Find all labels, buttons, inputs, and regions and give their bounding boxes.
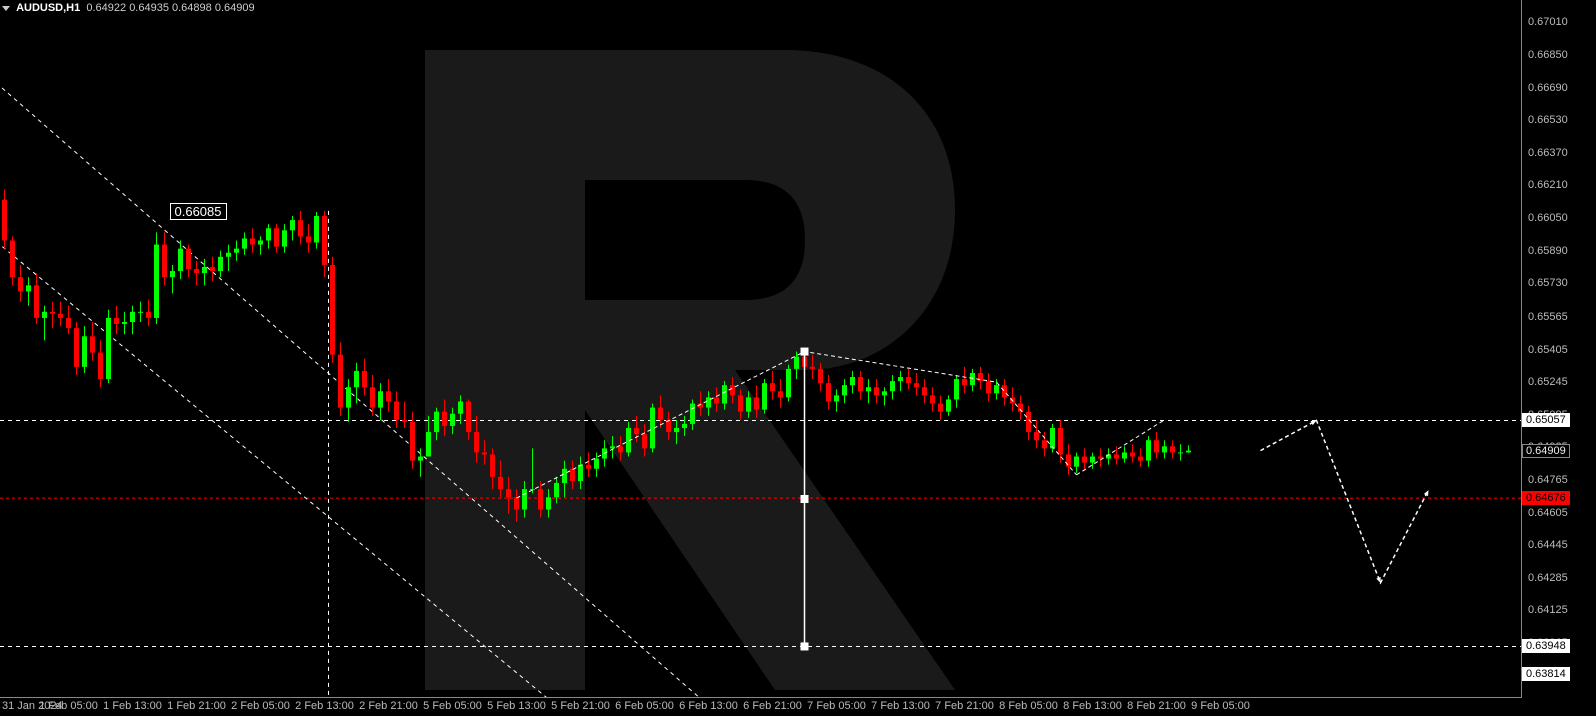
candles-layer	[0, 0, 1521, 697]
symbol-label: AUDUSD,H1	[16, 2, 80, 14]
chart-header: AUDUSD,H1 0.64922 0.64935 0.64898 0.6490…	[2, 2, 255, 14]
chart-area[interactable]	[0, 0, 1522, 698]
ohlc-label: 0.64922 0.64935 0.64898 0.64909	[86, 2, 254, 14]
dropdown-triangle-icon[interactable]	[2, 6, 10, 11]
